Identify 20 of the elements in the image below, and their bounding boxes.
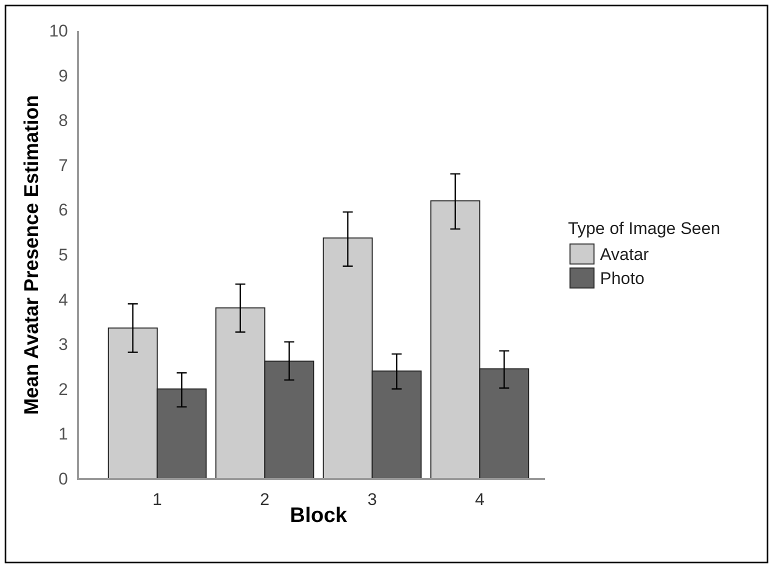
x-tick-label: 4 (474, 490, 484, 510)
x-tick-label: 3 (368, 490, 377, 510)
legend-label: Photo (600, 269, 644, 288)
y-tick-label: 7 (58, 156, 68, 175)
y-tick-label: 2 (58, 380, 68, 399)
y-tick-label: 0 (58, 469, 68, 488)
y-tick-label: 9 (58, 66, 68, 86)
legend-title: Type of Image Seen (568, 219, 720, 238)
y-axis-title: Mean Avatar Presence Estimation (21, 95, 43, 415)
y-tick-label: 8 (58, 111, 68, 130)
y-tick-label: 6 (58, 200, 68, 220)
x-tick-label: 2 (260, 490, 270, 510)
x-axis-title: Block (290, 504, 348, 527)
y-tick-label: 4 (58, 290, 68, 310)
y-tick-label: 1 (58, 424, 68, 444)
y-tick-label: 10 (49, 21, 68, 40)
x-tick-label: 1 (152, 490, 162, 510)
legend-label: Avatar (600, 245, 650, 264)
y-tick-label: 3 (58, 335, 68, 354)
y-tick-label: 5 (58, 245, 68, 264)
